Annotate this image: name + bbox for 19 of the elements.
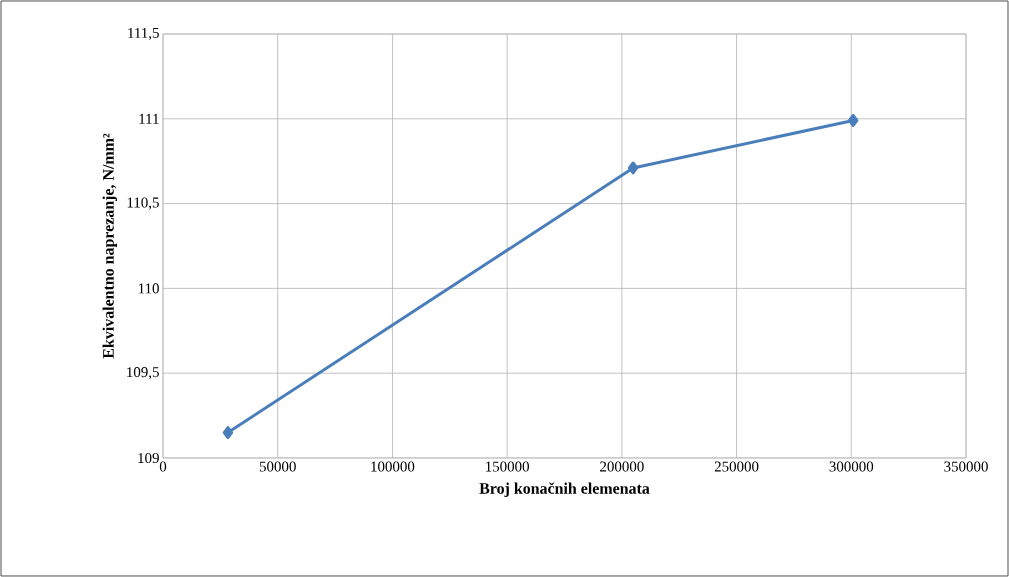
x-tick-label: 100000: [371, 461, 415, 472]
x-tick-label: 250000: [714, 461, 759, 472]
y-axis-title: Ekvivalentno naprezanje, N/mm²: [102, 133, 118, 359]
point: [222, 426, 234, 440]
x-tick-label: 150000: [486, 461, 529, 472]
x-tick-label: 0: [159, 461, 167, 472]
y-tick-label: 110,5: [127, 197, 159, 210]
x-axis-title: Broj konačnih elemenata: [479, 482, 650, 498]
point: [627, 161, 639, 175]
point: [847, 114, 859, 127]
y-tick-label: 111,5: [128, 27, 159, 41]
x-tick-label: 350000: [944, 461, 988, 472]
x-tick-label: 300000: [829, 461, 874, 472]
x-tick-label: 200000: [600, 461, 644, 472]
y-tick-label: 110: [138, 283, 159, 294]
y-tick-label: 109: [138, 452, 159, 464]
y-tick-label: 111: [139, 113, 159, 124]
y-tick-label: 109,5: [127, 367, 159, 380]
x-tick-label: 50000: [259, 461, 296, 472]
